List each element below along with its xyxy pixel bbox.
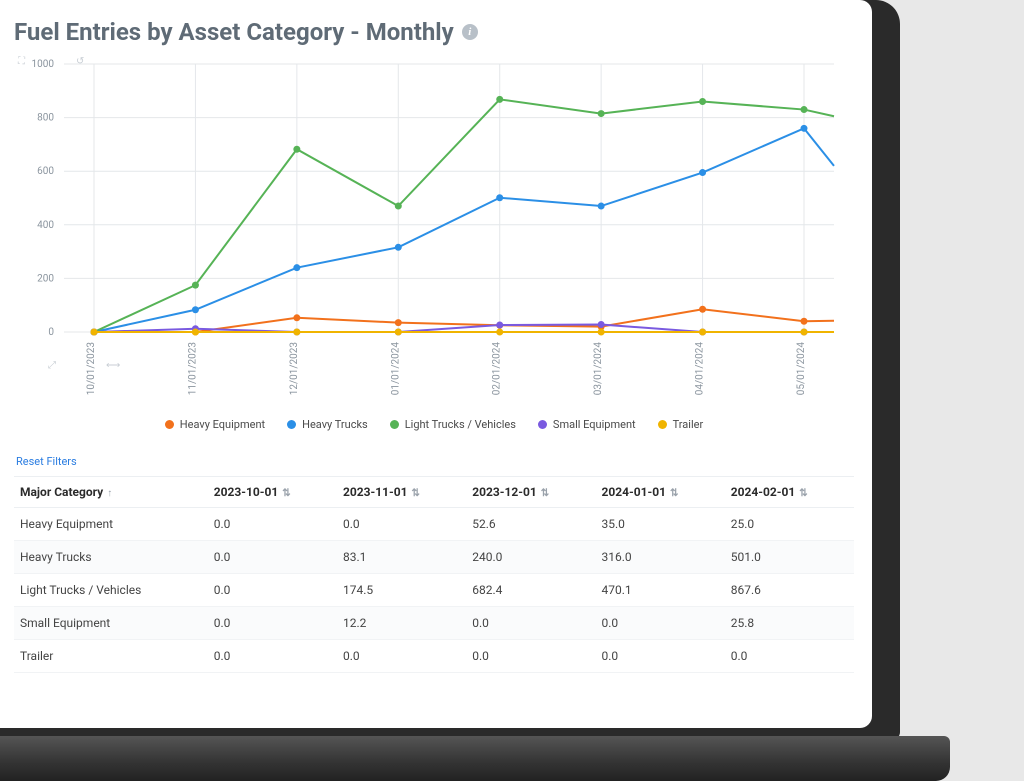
table-row: Light Trucks / Vehicles0.0174.5682.4470.… <box>14 574 854 607</box>
table-body: Heavy Equipment0.00.052.635.025.0Heavy T… <box>14 508 854 673</box>
legend-label: Small Equipment <box>553 418 636 431</box>
value-cell: 501.0 <box>725 541 854 574</box>
fuel-entries-chart: ⛶ ↺ 0200400600800100010/01/202311/01/202… <box>14 52 854 412</box>
category-cell: Heavy Equipment <box>14 508 208 541</box>
expand-icon[interactable]: ⛶ <box>18 56 32 70</box>
value-cell: 25.0 <box>725 508 854 541</box>
column-header[interactable]: 2023-11-01 ⇅ <box>337 477 466 508</box>
info-icon[interactable]: i <box>462 24 478 40</box>
reset-filters-link[interactable]: Reset Filters <box>14 445 854 476</box>
laptop-frame: Fuel Entries by Asset Category - Monthly… <box>0 0 900 740</box>
svg-text:400: 400 <box>37 220 54 231</box>
legend-dot-icon <box>658 420 667 429</box>
legend-item[interactable]: Heavy Trucks <box>287 418 368 431</box>
zoom-out-icon[interactable]: ⤢ <box>48 360 62 374</box>
sort-icon[interactable]: ⇅ <box>670 488 678 499</box>
legend-dot-icon <box>538 420 547 429</box>
svg-text:03/01/2024: 03/01/2024 <box>593 342 604 396</box>
svg-text:01/01/2024: 01/01/2024 <box>390 342 401 396</box>
column-header[interactable]: 2023-12-01 ⇅ <box>466 477 595 508</box>
svg-text:12/01/2023: 12/01/2023 <box>289 342 300 395</box>
svg-text:0: 0 <box>48 327 54 338</box>
column-label: 2023-10-01 <box>214 485 279 499</box>
svg-text:05/01/2024: 05/01/2024 <box>796 342 807 396</box>
svg-text:600: 600 <box>37 166 54 177</box>
value-cell: 0.0 <box>466 607 595 640</box>
table-row: Small Equipment0.012.20.00.025.8 <box>14 607 854 640</box>
value-cell: 0.0 <box>208 508 337 541</box>
sort-icon[interactable]: ⇅ <box>282 488 290 499</box>
column-header[interactable]: 2024-02-01⇅ <box>725 477 854 508</box>
category-cell: Small Equipment <box>14 607 208 640</box>
svg-text:800: 800 <box>37 113 54 124</box>
sort-icon[interactable]: ⇅ <box>412 488 420 499</box>
table-row: Heavy Trucks0.083.1240.0316.0501.0 <box>14 541 854 574</box>
svg-text:04/01/2024: 04/01/2024 <box>695 342 706 396</box>
laptop-base <box>0 736 950 781</box>
value-cell: 52.6 <box>466 508 595 541</box>
chart-canvas: 0200400600800100010/01/202311/01/202312/… <box>14 52 854 412</box>
sort-icon[interactable]: ⇅ <box>541 488 549 499</box>
category-cell: Light Trucks / Vehicles <box>14 574 208 607</box>
svg-text:02/01/2024: 02/01/2024 <box>492 342 503 396</box>
page-title: Fuel Entries by Asset Category - Monthly <box>14 18 454 46</box>
reset-zoom-icon[interactable]: ↺ <box>76 56 90 70</box>
column-header[interactable]: 2024-01-01 ⇅ <box>595 477 724 508</box>
sort-icon[interactable]: ⇅ <box>799 488 807 499</box>
value-cell: 240.0 <box>466 541 595 574</box>
value-cell: 83.1 <box>337 541 466 574</box>
zoom-in-icon[interactable]: ⟷ <box>106 360 120 374</box>
column-label: 2023-12-01 <box>472 485 537 499</box>
value-cell: 682.4 <box>466 574 595 607</box>
value-cell: 0.0 <box>337 508 466 541</box>
svg-text:200: 200 <box>37 273 54 284</box>
column-header[interactable]: 2023-10-01⇅ <box>208 477 337 508</box>
legend-label: Heavy Trucks <box>302 418 368 431</box>
value-cell: 0.0 <box>725 640 854 673</box>
legend-item[interactable]: Heavy Equipment <box>165 418 265 431</box>
value-cell: 0.0 <box>595 607 724 640</box>
value-cell: 25.8 <box>725 607 854 640</box>
value-cell: 0.0 <box>337 640 466 673</box>
category-cell: Heavy Trucks <box>14 541 208 574</box>
data-table: Major Category↑2023-10-01⇅2023-11-01⇅202… <box>14 476 854 673</box>
legend-label: Heavy Equipment <box>180 418 265 431</box>
value-cell: 867.6 <box>725 574 854 607</box>
column-label: Major Category <box>20 485 103 499</box>
value-cell: 35.0 <box>595 508 724 541</box>
column-header[interactable]: Major Category ↑ <box>14 477 208 508</box>
value-cell: 0.0 <box>208 541 337 574</box>
value-cell: 0.0 <box>595 640 724 673</box>
table-row: Trailer0.00.00.00.00.0 <box>14 640 854 673</box>
value-cell: 470.1 <box>595 574 724 607</box>
value-cell: 0.0 <box>208 640 337 673</box>
value-cell: 174.5 <box>337 574 466 607</box>
legend-item[interactable]: Small Equipment <box>538 418 636 431</box>
legend-label: Trailer <box>673 418 704 431</box>
table-row: Heavy Equipment0.00.052.635.025.0 <box>14 508 854 541</box>
value-cell: 316.0 <box>595 541 724 574</box>
value-cell: 12.2 <box>337 607 466 640</box>
category-cell: Trailer <box>14 640 208 673</box>
column-label: 2023-11-01 <box>343 485 408 499</box>
value-cell: 0.0 <box>466 640 595 673</box>
svg-text:11/01/2023: 11/01/2023 <box>187 342 198 395</box>
legend-dot-icon <box>165 420 174 429</box>
column-label: 2024-01-01 <box>601 485 666 499</box>
dashboard-screen: Fuel Entries by Asset Category - Monthly… <box>0 0 872 728</box>
value-cell: 0.0 <box>208 574 337 607</box>
legend-item[interactable]: Light Trucks / Vehicles <box>390 418 516 431</box>
column-label: 2024-02-01 <box>731 485 796 499</box>
chart-legend: Heavy Equipment Heavy Trucks Light Trucks … <box>14 412 854 445</box>
value-cell: 0.0 <box>208 607 337 640</box>
legend-label: Light Trucks / Vehicles <box>405 418 516 431</box>
sort-asc-icon[interactable]: ↑ <box>107 488 112 499</box>
legend-item[interactable]: Trailer <box>658 418 704 431</box>
legend-dot-icon <box>390 420 399 429</box>
legend-dot-icon <box>287 420 296 429</box>
table-header-row: Major Category↑2023-10-01⇅2023-11-01⇅202… <box>14 477 854 508</box>
